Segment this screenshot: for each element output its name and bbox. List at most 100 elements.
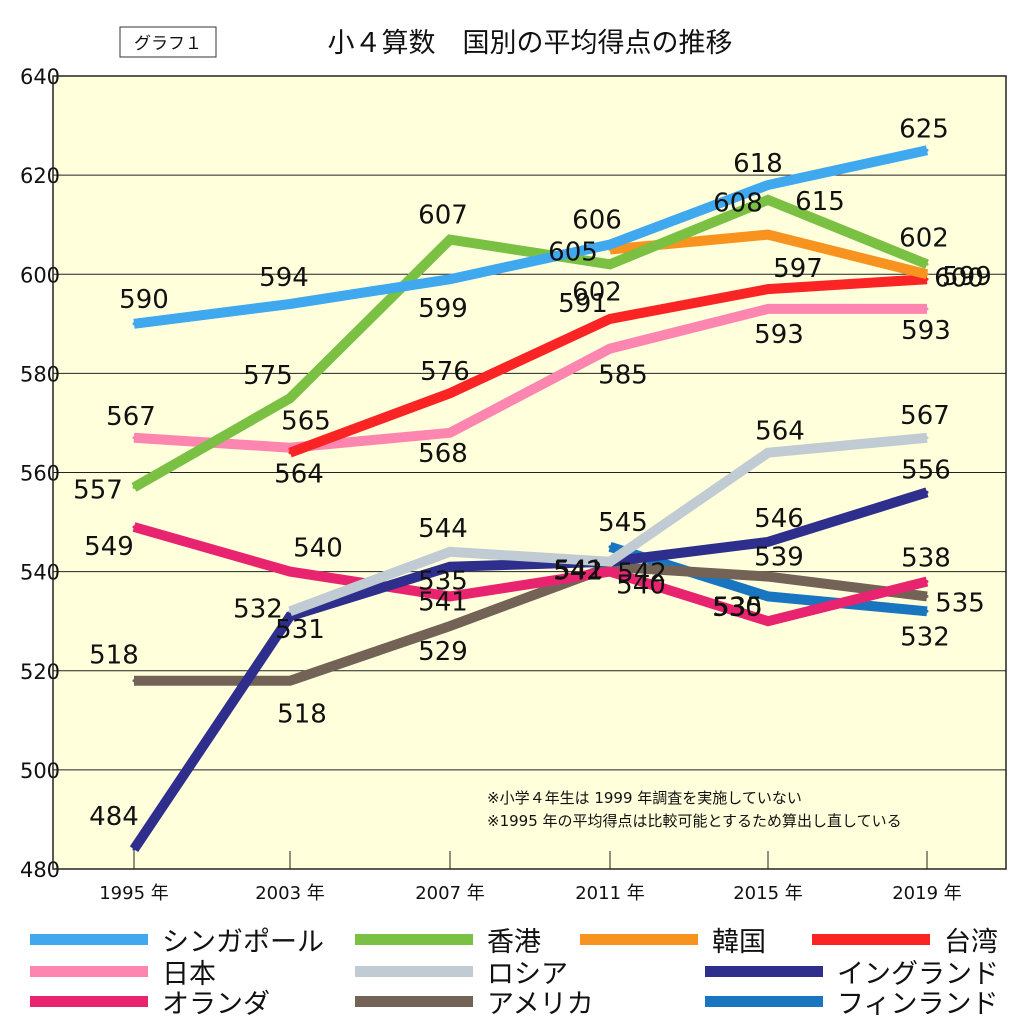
data-label-0-1: 594	[259, 263, 309, 293]
data-point-3-1	[288, 451, 292, 455]
data-label-4-3: 585	[598, 361, 648, 391]
data-point-0-3	[608, 243, 612, 246]
data-point-7-1	[288, 570, 292, 574]
data-point-3-2	[448, 391, 452, 395]
y-tick-label-640: 640	[20, 65, 60, 89]
data-label-6-5: 556	[901, 455, 951, 485]
chart-tag-box	[119, 26, 217, 58]
data-label-9-3: 545	[598, 508, 648, 538]
data-label-0-2: 599	[418, 294, 468, 324]
data-label-6-4: 546	[754, 504, 804, 534]
data-point-8-4	[766, 575, 770, 579]
series-line-1	[131, 194, 929, 492]
data-point-0-1	[288, 302, 292, 306]
data-point-3-5	[925, 277, 929, 281]
data-point-0-2	[448, 277, 452, 281]
data-label-0-4: 618	[733, 149, 783, 179]
data-point-8-5	[925, 594, 929, 598]
data-point-4-3	[608, 347, 612, 351]
data-label-2-3: 605	[548, 238, 598, 268]
y-tick-label-500: 500	[20, 759, 60, 783]
plot-border	[52, 75, 1007, 870]
data-point-6-1	[288, 614, 292, 618]
data-point-6-4	[766, 540, 770, 544]
data-label-7-2: 535	[418, 566, 468, 596]
data-label-2-4: 608	[713, 189, 763, 219]
data-point-1-4	[766, 198, 770, 202]
data-point-2-4	[766, 233, 770, 237]
data-point-5-2	[448, 550, 452, 554]
data-point-5-4	[766, 451, 770, 455]
data-label-5-2: 544	[418, 514, 468, 544]
data-point-5-3	[608, 560, 612, 564]
data-label-3-3: 591	[558, 289, 608, 319]
data-point-8-0	[132, 679, 136, 683]
data-label-8-0: 518	[89, 641, 139, 671]
data-point-1-1	[288, 396, 292, 400]
data-point-8-2	[448, 624, 452, 628]
data-label-8-2: 529	[418, 637, 468, 667]
data-label-8-1: 518	[277, 700, 327, 730]
data-point-3-4	[766, 287, 770, 291]
series-line-8	[134, 561, 928, 686]
data-label-2-5: 600	[934, 263, 984, 293]
data-point-9-3	[608, 545, 612, 549]
data-point-1-2	[448, 238, 452, 242]
data-point-7-5	[925, 580, 929, 583]
x-tick-label-4: 2015 年	[733, 883, 803, 904]
data-label-7-0: 549	[84, 532, 134, 562]
series-line-7	[132, 522, 929, 627]
y-tick-label-560: 560	[20, 462, 60, 486]
x-tick-label-5: 2019 年	[892, 883, 962, 904]
y-tick-label-580: 580	[20, 362, 60, 386]
data-point-3-3	[608, 317, 612, 321]
data-point-5-5	[925, 436, 929, 440]
x-tick-label-2: 2007 年	[415, 883, 485, 904]
data-point-6-0	[132, 847, 136, 851]
data-label-0-5: 625	[899, 114, 949, 144]
data-label-1-0: 557	[73, 475, 123, 505]
data-point-1-3	[608, 262, 612, 266]
data-point-6-5	[925, 490, 929, 494]
y-tick-label-600: 600	[20, 263, 60, 287]
data-label-6-3: 542	[617, 559, 667, 589]
y-tick-label-480: 480	[20, 858, 60, 882]
data-label-5-5: 567	[900, 401, 950, 431]
data-point-1-0	[132, 485, 136, 489]
y-tick-label-540: 540	[20, 561, 60, 585]
y-tick-label-620: 620	[20, 164, 60, 188]
data-label-0-0: 590	[119, 285, 169, 315]
data-point-4-5	[925, 307, 929, 311]
data-label-0-3: 606	[572, 206, 622, 236]
data-label-7-4: 530	[712, 593, 762, 623]
data-point-8-1	[288, 679, 292, 683]
data-point-4-0	[132, 436, 136, 440]
data-label-1-3: 602	[572, 277, 622, 307]
data-label-6-1: 531	[275, 615, 325, 645]
data-point-5-1	[288, 609, 292, 613]
data-point-4-2	[448, 431, 452, 435]
data-label-3-4: 597	[773, 254, 823, 284]
series-line-4	[133, 303, 927, 453]
data-label-4-0: 567	[106, 402, 156, 432]
chart-tag: グラフ１	[134, 34, 202, 54]
data-label-3-2: 576	[420, 357, 470, 387]
data-label-1-5: 602	[899, 223, 949, 253]
data-label-1-4: 615	[795, 187, 845, 217]
data-point-1-5	[925, 262, 929, 266]
y-tick-label-520: 520	[20, 660, 60, 684]
data-point-0-0	[132, 322, 136, 326]
data-label-8-4: 539	[754, 543, 804, 573]
data-label-7-5: 538	[901, 544, 951, 574]
data-point-9-5	[925, 609, 929, 613]
note-0: ※小学４年生は 1999 年調査を実施していない	[487, 789, 802, 807]
data-label-5-1: 532	[233, 594, 283, 624]
data-label-7-3: 540	[616, 571, 666, 601]
data-point-4-4	[766, 307, 770, 311]
data-label-5-4: 564	[755, 417, 805, 447]
data-label-4-2: 568	[418, 439, 468, 469]
data-point-6-2	[448, 565, 452, 569]
data-label-6-2: 541	[418, 588, 468, 618]
note-1: ※1995 年の平均得点は比較可能とするため算出し直している	[487, 812, 902, 830]
